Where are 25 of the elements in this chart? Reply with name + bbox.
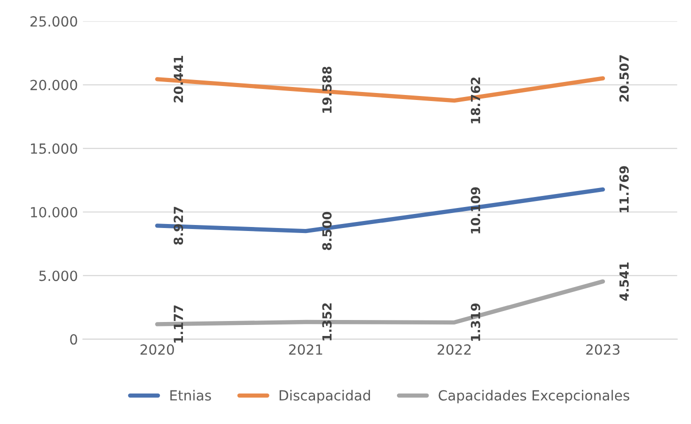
data-label: 11.769 <box>619 166 629 212</box>
data-label: 18.762 <box>470 78 480 124</box>
data-label: 20.441 <box>174 56 184 102</box>
data-label: 10.109 <box>470 187 480 234</box>
data-label: 8.500 <box>322 212 332 250</box>
y-tick-label: 25.000 <box>30 16 78 27</box>
data-label: 20.507 <box>619 55 629 102</box>
x-tick-label: 2021 <box>289 344 322 355</box>
y-tick-label: 20.000 <box>30 80 78 90</box>
y-tick-label: 10.000 <box>30 206 78 218</box>
x-tick-label: 2023 <box>586 344 620 355</box>
y-tick-label: 0 <box>70 334 78 345</box>
data-label: 1.352 <box>322 303 332 340</box>
data-label: 1.319 <box>470 303 480 341</box>
legend-label: Discapacidad <box>280 390 370 404</box>
data-label: 19.588 <box>322 66 332 113</box>
y-tick-label: 15.000 <box>30 143 78 154</box>
legend-label: Capacidades Excepcionales <box>438 390 630 404</box>
y-tick-label: 5.000 <box>39 270 78 282</box>
data-label: 8.927 <box>174 206 184 245</box>
x-tick-label: 2022 <box>438 344 471 355</box>
x-tick-label: 2020 <box>140 344 174 355</box>
data-label: 1.177 <box>174 305 183 343</box>
data-label: 4.541 <box>620 262 629 301</box>
legend-label: Etnias <box>170 390 211 401</box>
